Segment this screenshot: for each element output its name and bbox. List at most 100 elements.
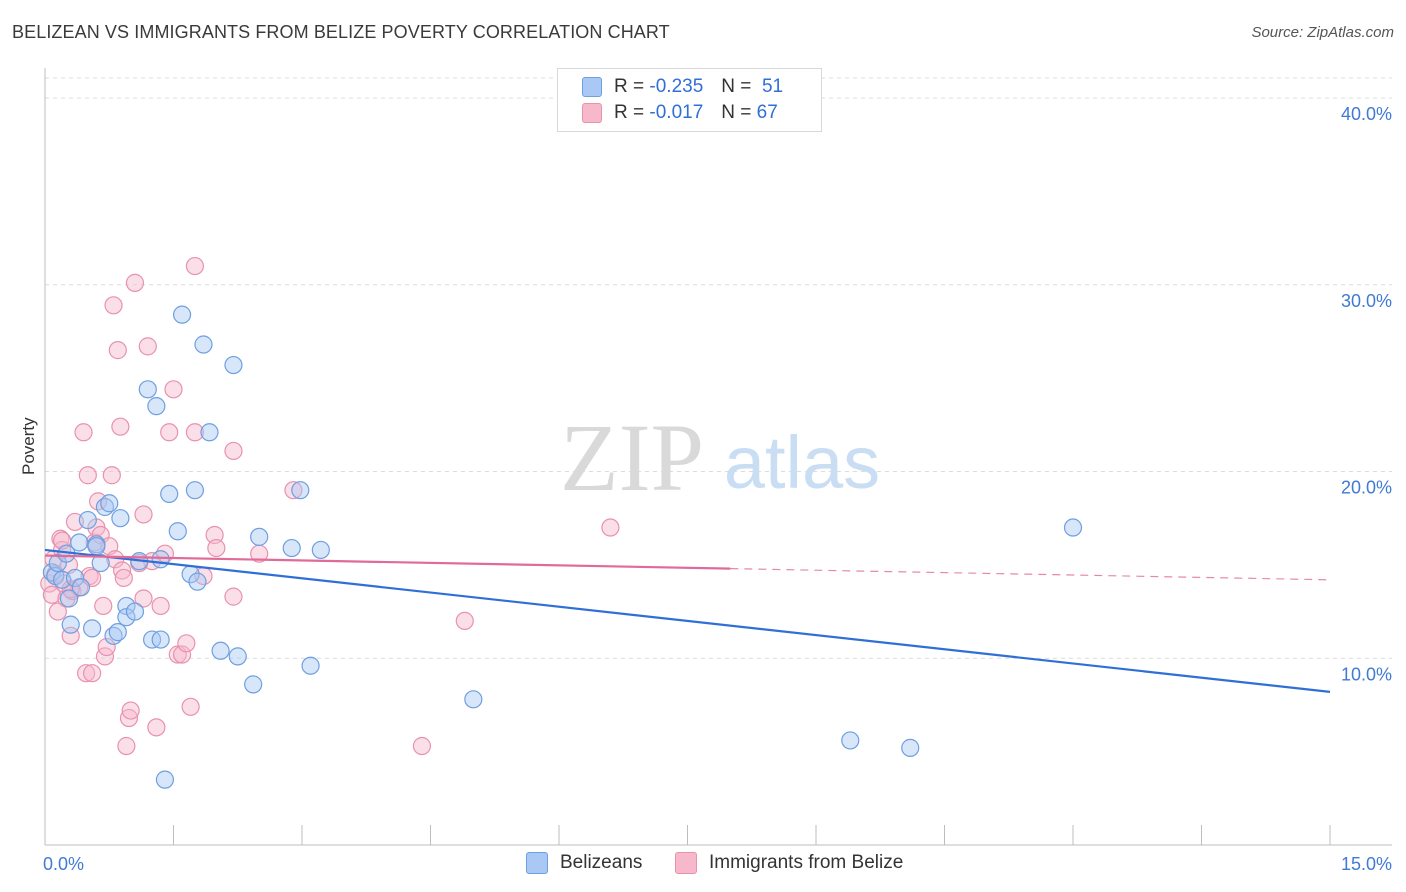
immigrant-trendline-extension xyxy=(730,568,1331,581)
legend-swatch-immigrants xyxy=(582,103,602,123)
y-axis-label: Poverty xyxy=(19,417,38,475)
immigrant-point xyxy=(83,664,102,683)
legend-r-value: -0.235 xyxy=(649,76,704,97)
belizean-point xyxy=(70,533,89,552)
belizean-point xyxy=(228,647,247,666)
immigrant-point xyxy=(224,441,243,461)
belizean-point xyxy=(185,481,205,500)
source-label: Source: ZipAtlas.com xyxy=(1251,24,1394,41)
immigrant-point xyxy=(125,273,145,292)
belizean-point xyxy=(291,481,310,500)
y-tick-label: 20.0% xyxy=(1341,478,1392,498)
immigrant-point xyxy=(284,481,303,500)
belizean-point xyxy=(87,537,106,556)
belizean-point xyxy=(172,305,192,324)
watermark-atlas: atlas xyxy=(724,421,880,504)
immigrant-point xyxy=(48,602,67,621)
immigrant-point xyxy=(138,337,157,356)
belizean-point xyxy=(100,494,119,513)
label-layer: 10.0% 20.0% 30.0% 40.0% 0.0% 15.0% xyxy=(43,104,1392,874)
legend-row-immigrants: R = -0.017 N = 67 xyxy=(582,100,778,126)
y-tick-label: 40.0% xyxy=(1341,104,1392,124)
bottom-legend-swatch-immigrants xyxy=(675,852,697,874)
belizean-point xyxy=(841,731,860,750)
immigrant-point xyxy=(172,645,192,664)
immigrant-point xyxy=(77,664,96,683)
immigrant-point xyxy=(181,697,200,716)
immigrant-point xyxy=(42,585,61,604)
belizean-point xyxy=(301,656,320,675)
belizean-point xyxy=(901,738,920,757)
x-tick-label: 0.0% xyxy=(43,854,84,874)
legend-n-label: N = xyxy=(721,102,752,123)
trend-layer xyxy=(44,548,1331,693)
belizean-point xyxy=(464,690,483,709)
belizean-point xyxy=(59,589,79,608)
belizean-point xyxy=(224,355,243,375)
immigrant-point xyxy=(160,423,179,442)
belizean-point xyxy=(151,630,170,649)
bottom-legend-belizeans: Belizeans xyxy=(526,852,642,874)
belizean-point xyxy=(147,397,166,416)
belizean-point xyxy=(151,550,170,569)
belizean-point xyxy=(91,553,110,573)
immigrant-point xyxy=(97,637,116,657)
belizean-trendline xyxy=(44,548,1331,693)
immigrant-point xyxy=(104,296,123,315)
axis-layer xyxy=(44,68,1392,846)
legend-box: R = -0.235 N = 51 R = -0.017 N = 67 xyxy=(557,68,822,132)
immigrant-point xyxy=(117,736,136,756)
immigrant-point xyxy=(121,701,140,720)
immigrant-point xyxy=(134,589,153,608)
belizean-point xyxy=(1063,518,1083,537)
legend-swatch-belizeans xyxy=(582,77,602,97)
immigrant-point xyxy=(207,538,226,558)
belizean-point xyxy=(282,538,301,558)
bottom-legend-immigrants: Immigrants from Belize xyxy=(675,852,903,874)
immigrant-point xyxy=(95,647,115,666)
immigrant-point xyxy=(164,380,183,399)
immigrant-point xyxy=(185,256,205,276)
immigrant-trendline xyxy=(44,554,731,570)
belizean-point xyxy=(211,641,230,660)
belizean-point xyxy=(155,770,175,789)
y-tick-label: 30.0% xyxy=(1341,291,1392,311)
legend-n-value: 67 xyxy=(756,102,778,123)
watermark-zip: ZIP xyxy=(560,404,704,511)
immigrant-point xyxy=(412,736,432,756)
belizean-point xyxy=(194,335,213,354)
points-layer xyxy=(40,256,1083,789)
immigrant-point xyxy=(111,417,130,436)
belizean-point xyxy=(160,484,179,504)
belizean-point xyxy=(111,509,130,528)
legend-row-belizeans: R = -0.235 N = 51 xyxy=(582,74,783,100)
bottom-legend-swatch-belizeans xyxy=(526,852,548,874)
belizean-point xyxy=(244,675,263,694)
x-tick-label: 15.0% xyxy=(1341,854,1392,874)
belizean-point xyxy=(78,510,97,530)
immigrant-point xyxy=(455,611,474,631)
immigrant-point xyxy=(78,466,97,485)
immigrant-point xyxy=(147,718,166,737)
immigrant-point xyxy=(185,423,205,442)
immigrant-point xyxy=(134,505,153,524)
immigrant-point xyxy=(205,525,224,545)
immigrant-point xyxy=(224,587,243,606)
legend-r-label: R = xyxy=(614,102,645,123)
belizean-point xyxy=(168,522,187,541)
legend-n-value: 51 xyxy=(761,76,784,97)
immigrant-point xyxy=(74,423,93,442)
belizean-point xyxy=(250,527,269,546)
immigrant-point xyxy=(119,708,139,728)
y-tick-label: 10.0% xyxy=(1341,664,1392,684)
bottom-legend: Belizeans Immigrants from Belize xyxy=(0,852,1406,878)
immigrant-point xyxy=(94,596,113,616)
immigrant-point xyxy=(177,634,196,653)
chart-title: BELIZEAN VS IMMIGRANTS FROM BELIZE POVER… xyxy=(12,22,670,42)
immigrant-point xyxy=(151,596,170,616)
belizean-point xyxy=(71,578,91,597)
belizean-point xyxy=(108,623,127,642)
bottom-legend-label: Immigrants from Belize xyxy=(709,852,904,873)
immigrant-point xyxy=(102,466,121,485)
